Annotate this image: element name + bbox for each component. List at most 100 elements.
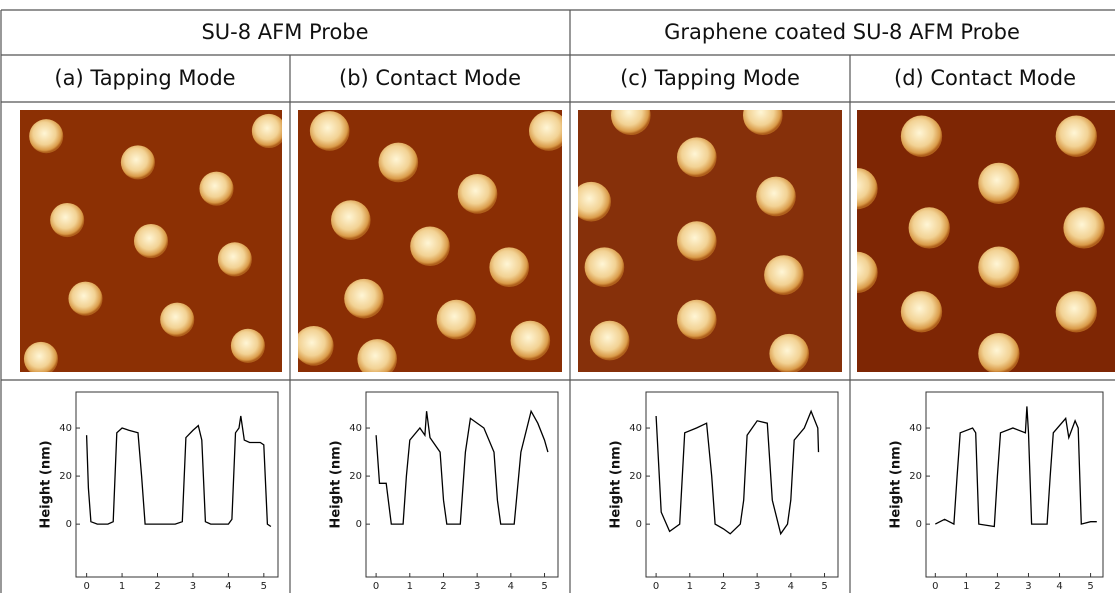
afm-pillar: [120, 145, 155, 180]
afm-pillar: [677, 137, 717, 177]
y-axis-label: Height (nm): [39, 440, 54, 528]
afm-pillar: [857, 251, 878, 294]
afm-pillar: [378, 142, 419, 183]
y-axis-label: Height (nm): [609, 440, 624, 528]
afm-pillar: [1055, 115, 1097, 157]
x-tick-label: 1: [963, 581, 969, 592]
x-tick-label: 3: [1025, 581, 1031, 592]
afm-pillar: [857, 167, 878, 210]
y-tick-label: 0: [356, 519, 362, 530]
y-tick-label: 20: [909, 471, 922, 482]
x-tick-label: 0: [932, 581, 938, 592]
y-tick-label: 20: [59, 471, 72, 482]
afm-pillar: [578, 181, 611, 222]
afm-pillar: [251, 113, 282, 148]
panel-header: (c) Tapping Mode: [620, 66, 800, 90]
afm-pillar: [50, 203, 85, 238]
x-tick-label: 3: [474, 581, 480, 592]
afm-pillar: [29, 119, 64, 154]
x-tick-label: 1: [407, 581, 413, 592]
y-tick-label: 0: [66, 519, 72, 530]
x-tick-label: 1: [119, 581, 125, 592]
afm-pillar: [978, 162, 1020, 204]
x-tick-label: 2: [154, 581, 160, 592]
y-tick-label: 20: [629, 471, 642, 482]
afm-pillar: [978, 333, 1020, 372]
afm-pillar: [23, 341, 58, 372]
afm-pillar: [489, 247, 529, 287]
y-tick-label: 40: [59, 423, 72, 434]
afm-pillar: [677, 299, 717, 340]
y-tick-label: 0: [636, 519, 642, 530]
afm-pillar: [769, 333, 809, 372]
afm-image: [298, 110, 562, 372]
afm-pillar: [743, 110, 783, 136]
x-tick-label: 2: [720, 581, 726, 592]
afm-pillar: [199, 171, 234, 206]
afm-pillar: [133, 223, 169, 259]
x-tick-label: 0: [653, 581, 659, 592]
height-profile: [655, 409, 820, 536]
y-tick-label: 20: [349, 471, 362, 482]
height-profile: [375, 409, 549, 525]
height-profile: [85, 415, 272, 528]
afm-pillar: [900, 291, 943, 333]
plot-frame: [645, 391, 839, 578]
afm-pillar: [677, 221, 717, 261]
height-profile: [935, 406, 1097, 528]
x-tick-label: 3: [754, 581, 760, 592]
afm-image: [857, 110, 1115, 372]
afm-pillar: [309, 111, 350, 151]
y-axis-label: Height (nm): [889, 440, 904, 528]
x-tick-label: 0: [373, 581, 379, 592]
x-tick-label: 4: [225, 581, 231, 592]
group-header: Graphene coated SU-8 AFM Probe: [664, 20, 1020, 44]
group-header: SU-8 AFM Probe: [201, 20, 368, 44]
afm-pillar: [344, 278, 384, 319]
y-tick-label: 0: [916, 519, 922, 530]
afm-pillar: [410, 226, 450, 267]
y-tick-label: 40: [629, 423, 642, 434]
afm-pillar: [1063, 207, 1105, 249]
afm-features: [23, 113, 282, 372]
afm-pillar: [457, 174, 498, 214]
afm-pillar: [160, 302, 195, 337]
x-tick-label: 2: [994, 581, 1000, 592]
afm-pillar: [529, 111, 562, 151]
afm-pillar: [908, 207, 950, 249]
afm-pillar: [764, 255, 804, 295]
afm-pillar: [589, 320, 630, 361]
afm-pillar: [978, 246, 1020, 288]
afm-pillar: [510, 320, 551, 361]
plot-frame: [75, 391, 279, 578]
panel-header: (a) Tapping Mode: [54, 66, 235, 90]
afm-features: [298, 111, 562, 372]
x-tick-label: 5: [821, 581, 827, 592]
afm-pillar: [900, 115, 943, 157]
afm-features: [578, 110, 809, 372]
afm-features: [857, 115, 1105, 372]
afm-pillar: [436, 299, 477, 340]
afm-pillar: [584, 247, 625, 287]
x-tick-label: 4: [508, 581, 514, 592]
afm-pillar: [230, 328, 265, 363]
x-tick-label: 5: [541, 581, 547, 592]
afm-image: [578, 110, 842, 372]
x-tick-label: 2: [440, 581, 446, 592]
afm-pillar: [68, 281, 103, 316]
y-axis-label: Height (nm): [329, 440, 344, 528]
x-tick-label: 1: [687, 581, 693, 592]
afm-pillar: [1055, 291, 1097, 333]
table-rules: [0, 9, 1115, 593]
afm-pillar: [331, 200, 371, 240]
x-tick-label: 0: [83, 581, 89, 592]
x-tick-label: 5: [261, 581, 267, 592]
panel-header: (b) Contact Mode: [339, 66, 521, 90]
afm-pillar: [217, 242, 252, 277]
y-tick-label: 40: [349, 423, 362, 434]
panel-header: (d) Contact Mode: [894, 66, 1076, 90]
y-tick-label: 40: [909, 423, 922, 434]
x-tick-label: 5: [1087, 581, 1093, 592]
x-tick-label: 3: [190, 581, 196, 592]
